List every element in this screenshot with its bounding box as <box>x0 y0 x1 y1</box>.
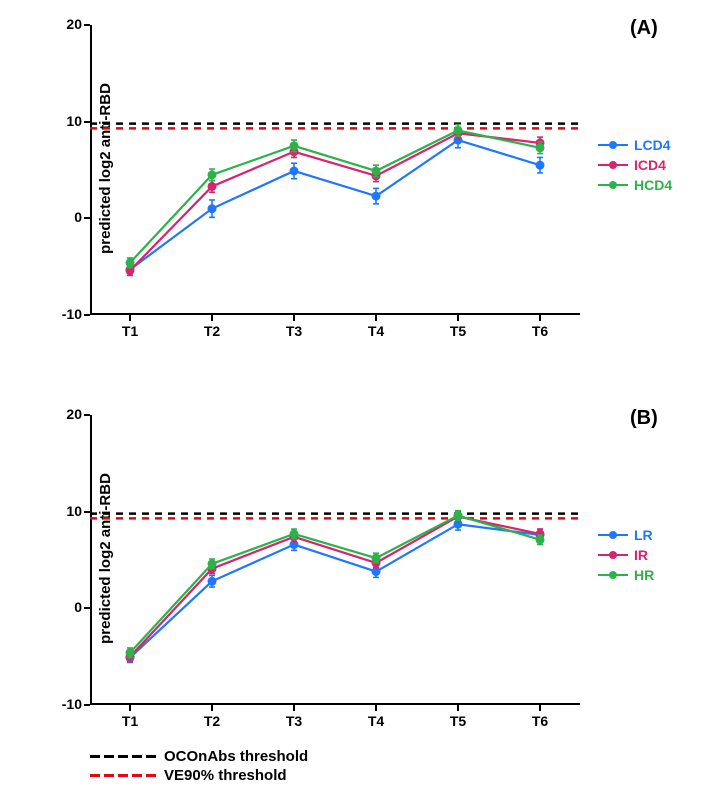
x-tick-label: T2 <box>204 713 220 729</box>
plot-area <box>90 415 580 705</box>
legend-label: IR <box>634 547 648 563</box>
series-legend: LR IR HR <box>598 527 654 587</box>
figure-root: predicted log2 anti-RBD(A)-1001020T1T2T3… <box>0 0 719 794</box>
legend-label: HR <box>634 567 654 583</box>
dash-icon <box>90 755 156 758</box>
legend-line-icon <box>598 554 628 556</box>
panel-b: predicted log2 anti-RBD (B) -10 0 10 20 T1 T2 T3… <box>0 0 719 745</box>
threshold-legend-label: OCOnAbs threshold <box>164 748 308 765</box>
legend-line-icon <box>598 534 628 536</box>
threshold-legend-item: VE90% threshold <box>90 767 308 784</box>
y-tick-label: -10 <box>62 696 82 712</box>
x-tick-label: T3 <box>286 713 302 729</box>
legend-label: LR <box>634 527 653 543</box>
y-tick-label: 0 <box>74 599 82 615</box>
legend-line-icon <box>598 574 628 576</box>
y-tick-label: 20 <box>66 406 82 422</box>
x-tick-label: T1 <box>122 713 138 729</box>
x-tick-label: T4 <box>368 713 384 729</box>
dash-icon <box>90 774 156 777</box>
x-tick-label: T5 <box>450 713 466 729</box>
legend-item: HR <box>598 567 654 583</box>
threshold-legend: OCOnAbs threshold VE90% threshold <box>90 748 308 786</box>
y-tick-label: 10 <box>66 503 82 519</box>
x-tick-label: T6 <box>532 713 548 729</box>
y-axis-label: predicted log2 anti-RBD <box>97 473 114 644</box>
threshold-legend-label: VE90% threshold <box>164 767 287 784</box>
legend-item: IR <box>598 547 654 563</box>
threshold-legend-item: OCOnAbs threshold <box>90 748 308 765</box>
panel-tag: (B) <box>630 407 658 430</box>
legend-item: LR <box>598 527 654 543</box>
